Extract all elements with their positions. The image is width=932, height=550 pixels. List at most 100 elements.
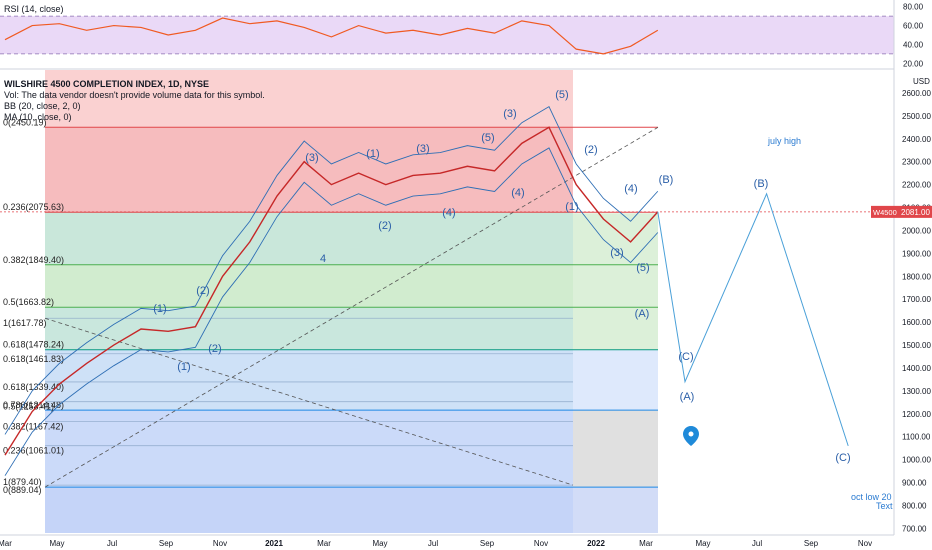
fib-zone-4 — [45, 349, 573, 411]
time-tick-15: Sep — [804, 539, 819, 548]
wave-label-22: (A) — [680, 391, 695, 403]
wave-label-2: (1) — [177, 361, 190, 373]
fib-sub-label-4: 0.382(1167.42) — [3, 421, 63, 431]
time-tick-14: Jul — [752, 539, 762, 548]
wave-label-21: (C) — [678, 351, 693, 363]
time-tick-16: Nov — [858, 539, 872, 548]
fib-zone-1 — [45, 212, 573, 265]
fib-sub-label-6: 0(889.04) — [3, 485, 42, 495]
time-tick-6: Mar — [317, 539, 331, 548]
symbol-badge — [871, 205, 899, 218]
price-tick-4: 2200.00 — [902, 181, 931, 190]
wave-label-19: (A) — [635, 308, 650, 320]
price-badge-text: 2081.00 — [901, 208, 930, 217]
time-tick-1: May — [49, 539, 64, 548]
price-tick-16: 1000.00 — [902, 456, 931, 465]
price-tick-3: 2300.00 — [902, 158, 931, 167]
time-tick-2: Jul — [107, 539, 117, 548]
time-tick-4: Nov — [213, 539, 227, 548]
wave-label-24: (C) — [835, 452, 850, 464]
wave-label-14: (1) — [565, 201, 578, 213]
fib-sub-label-0: 1(1617.78) — [3, 318, 47, 328]
time-tick-0: Mar — [0, 539, 12, 548]
wave-label-13: (5) — [555, 89, 568, 101]
rsi-tick-3: 20.00 — [903, 59, 924, 68]
wave-label-16: (3) — [610, 247, 623, 259]
annotation-july-high: july high — [767, 136, 801, 146]
time-tick-11: 2022 — [587, 539, 605, 548]
fib-diagonal-2 — [44, 317, 574, 486]
rsi-tick-1: 60.00 — [903, 22, 924, 31]
price-tick-8: 1800.00 — [902, 272, 931, 281]
legend-ma: MA (10, close, 0) — [4, 112, 72, 122]
fib-zone-right-green — [573, 213, 658, 350]
legend-vol: Vol: The data vendor doesn't provide vol… — [4, 90, 265, 100]
price-line — [4, 126, 659, 456]
currency-label: USD — [913, 77, 930, 86]
time-tick-8: Jul — [428, 539, 438, 548]
fib-label-1: 0.236(2075.63) — [3, 202, 64, 212]
time-tick-12: Mar — [639, 539, 653, 548]
annotation-text: Text — [876, 501, 893, 511]
symbol-badge-text: W4500 — [873, 208, 897, 217]
fib-zone-right-grey — [573, 410, 658, 488]
price-tick-6: 2000.00 — [902, 226, 931, 235]
fib-label-6: 1(879.40) — [3, 477, 42, 487]
wave-label-6: (1) — [366, 148, 379, 160]
price-tick-11: 1500.00 — [902, 341, 931, 350]
fib-zone-top — [45, 70, 573, 128]
wave-label-23: (B) — [754, 178, 769, 190]
fib-zone-bottom — [45, 487, 573, 533]
price-tick-12: 1400.00 — [902, 364, 931, 373]
rsi-tick-0: 80.00 — [903, 3, 924, 12]
price-tick-9: 1700.00 — [902, 295, 931, 304]
price-tick-18: 800.00 — [902, 501, 927, 510]
location-pin-dot — [688, 431, 694, 437]
fib-label-2: 0.382(1849.40) — [3, 255, 64, 265]
wave-label-8: (3) — [416, 143, 429, 155]
annotation-oct-low: oct low 20 1 — [851, 492, 899, 502]
legend-title: WILSHIRE 4500 COMPLETION INDEX, 1D, NYSE — [4, 79, 209, 89]
price-tick-2: 2400.00 — [902, 135, 931, 144]
time-tick-5: 2021 — [265, 539, 283, 548]
price-tick-7: 1900.00 — [902, 249, 931, 258]
time-tick-7: May — [372, 539, 387, 548]
price-tick-19: 700.00 — [902, 524, 927, 533]
wave-label-0: (1) — [153, 303, 166, 315]
wave-label-17: (4) — [624, 183, 637, 195]
rsi-band — [0, 16, 894, 54]
fib-zone-5 — [45, 410, 573, 488]
time-tick-3: Sep — [159, 539, 174, 548]
time-tick-9: Sep — [480, 539, 495, 548]
fib-label-4: 0.618(1478.24) — [3, 340, 64, 350]
wave-label-10: (5) — [481, 132, 494, 144]
price-tick-10: 1600.00 — [902, 318, 931, 327]
wave-label-7: (2) — [378, 220, 391, 232]
wave-label-9: (4) — [442, 207, 455, 219]
rsi-tick-2: 40.00 — [903, 40, 924, 49]
price-tick-14: 1200.00 — [902, 410, 931, 419]
time-tick-13: May — [695, 539, 710, 548]
price-badge — [899, 205, 932, 218]
fib-zone-2 — [45, 264, 573, 308]
wave-label-12: (4) — [511, 187, 524, 199]
fib-zone-right-bottom — [573, 487, 658, 533]
legend-bb: BB (20, close, 2, 0) — [4, 101, 81, 111]
price-tick-17: 900.00 — [902, 479, 927, 488]
fib-sub-label-3: 0.5(1253.41) — [3, 402, 54, 412]
time-tick-10: Nov — [534, 539, 548, 548]
fib-sub-label-1: 0.618(1461.83) — [3, 354, 64, 364]
fib-sub-label-5: 0.236(1061.01) — [3, 446, 64, 456]
wave-label-5: 4 — [320, 253, 326, 265]
fib-label-3: 0.5(1663.82) — [3, 297, 54, 307]
fib-zone-3 — [45, 307, 573, 350]
wave-label-18: (5) — [636, 262, 649, 274]
wave-label-3: (2) — [208, 343, 221, 355]
rsi-label: RSI (14, close) — [4, 4, 64, 14]
price-tick-13: 1300.00 — [902, 387, 931, 396]
projection-line — [657, 192, 849, 447]
price-tick-15: 1100.00 — [902, 433, 931, 442]
price-tick-0: 2600.00 — [902, 89, 931, 98]
